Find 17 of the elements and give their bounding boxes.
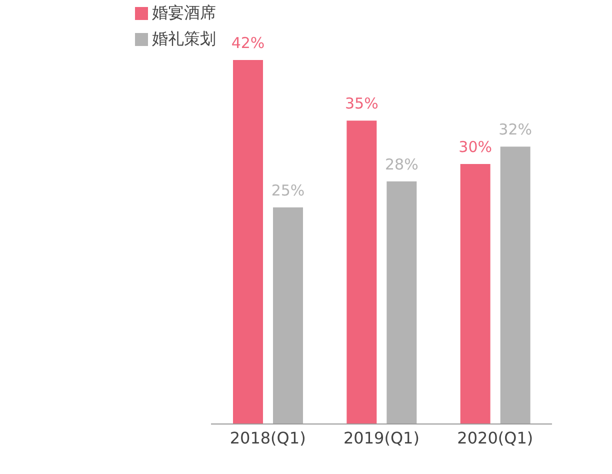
bar [273, 207, 303, 424]
data-label: 25% [271, 181, 305, 200]
x-tick-label: 2020(Q1) [457, 428, 534, 448]
data-label: 35% [344, 94, 378, 113]
legend-label: 婚礼策划 [152, 29, 216, 48]
bar [460, 164, 490, 424]
bar [500, 146, 530, 424]
bar [233, 60, 263, 424]
bar [386, 181, 417, 424]
data-label: 30% [458, 138, 492, 156]
data-label: 42% [231, 34, 265, 52]
x-tick-label: 2018(Q1) [230, 428, 306, 448]
data-label: 28% [384, 155, 418, 174]
data-label: 32% [498, 120, 532, 139]
x-tick-label: 2019(Q1) [344, 428, 420, 448]
bar [346, 120, 377, 424]
legend-label: 婚宴酒席 [152, 3, 216, 22]
